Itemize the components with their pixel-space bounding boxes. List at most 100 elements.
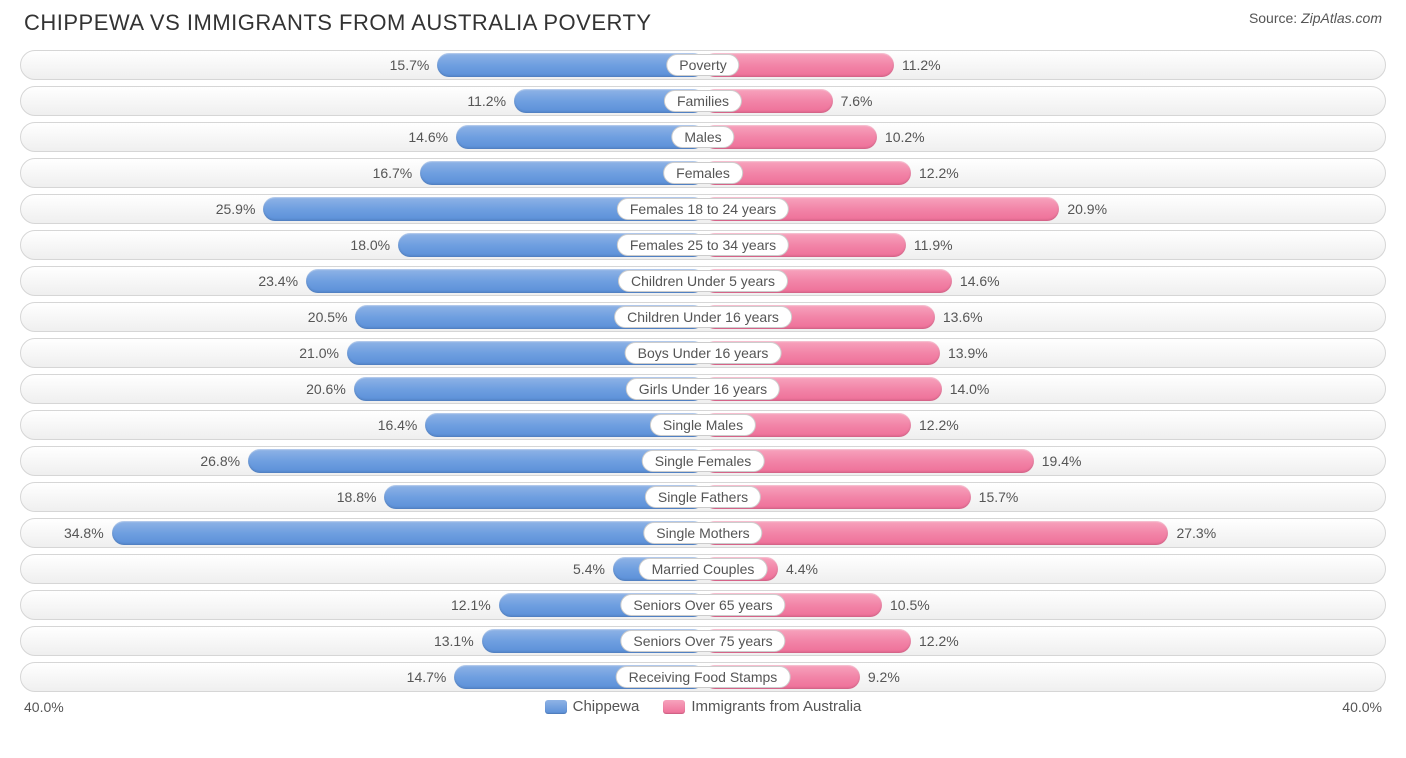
bar-half-left: 5.4%	[23, 557, 705, 581]
category-label: Single Females	[642, 450, 765, 472]
value-label-left: 34.8%	[64, 525, 104, 541]
chart-row: 23.4% 14.6% Children Under 5 years	[20, 266, 1386, 296]
value-label-right: 19.4%	[1042, 453, 1082, 469]
value-label-right: 13.6%	[943, 309, 983, 325]
value-label-left: 16.4%	[378, 417, 418, 433]
bar-half-left: 14.6%	[23, 125, 705, 149]
value-label-right: 20.9%	[1067, 201, 1107, 217]
bar-half-right: 4.4%	[703, 557, 1385, 581]
bar-half-right: 11.9%	[703, 233, 1385, 257]
value-label-left: 18.8%	[337, 489, 377, 505]
category-label: Children Under 16 years	[614, 306, 792, 328]
value-label-right: 7.6%	[841, 93, 873, 109]
value-label-right: 13.9%	[948, 345, 988, 361]
value-label-right: 11.2%	[902, 57, 941, 73]
value-label-left: 25.9%	[216, 201, 256, 217]
chart-title: CHIPPEWA VS IMMIGRANTS FROM AUSTRALIA PO…	[24, 10, 652, 36]
value-label-left: 16.7%	[373, 165, 413, 181]
legend: Chippewa Immigrants from Australia	[545, 698, 862, 715]
chart-row: 26.8% 19.4% Single Females	[20, 446, 1386, 476]
category-label: Receiving Food Stamps	[616, 666, 791, 688]
bar-half-left: 13.1%	[23, 629, 705, 653]
bar-half-left: 14.7%	[23, 665, 705, 689]
chart-row: 34.8% 27.3% Single Mothers	[20, 518, 1386, 548]
category-label: Children Under 5 years	[618, 270, 788, 292]
source-value: ZipAtlas.com	[1301, 10, 1382, 26]
chart-row: 5.4%4.4%Married Couples	[20, 554, 1386, 584]
axis-max-right: 40.0%	[1342, 699, 1382, 715]
bar-half-left: 25.9%	[23, 197, 705, 221]
chart-row: 11.2% 7.6% Families	[20, 86, 1386, 116]
bar-half-left: 16.4%	[23, 413, 705, 437]
chart-row: 21.0%13.9%Boys Under 16 years	[20, 338, 1386, 368]
value-label-right: 12.2%	[919, 633, 959, 649]
bar-half-left: 18.0%	[23, 233, 705, 257]
value-label-right: 11.9%	[914, 237, 953, 253]
value-label-right: 12.2%	[919, 417, 959, 433]
bar-half-left: 20.5%	[23, 305, 705, 329]
bar-half-right: 10.2%	[703, 125, 1385, 149]
chart-row: 20.6% 14.0%Girls Under 16 years	[20, 374, 1386, 404]
bar-half-right: 12.2%	[703, 161, 1385, 185]
value-label-right: 14.6%	[960, 273, 1000, 289]
category-label: Families	[664, 90, 742, 112]
bar-half-right: 10.5%	[703, 593, 1385, 617]
bar-right	[703, 521, 1168, 545]
value-label-right: 12.2%	[919, 165, 959, 181]
bar-half-left: 26.8%	[23, 449, 705, 473]
value-label-right: 27.3%	[1176, 525, 1216, 541]
bar-half-right: 11.2%	[703, 53, 1385, 77]
bar-half-left: 23.4%	[23, 269, 705, 293]
bar-half-left: 15.7%	[23, 53, 705, 77]
value-label-left: 18.0%	[350, 237, 390, 253]
category-label: Single Males	[650, 414, 756, 436]
bar-half-right: 20.9%	[703, 197, 1385, 221]
bar-left	[248, 449, 705, 473]
category-label: Males	[671, 126, 734, 148]
category-label: Boys Under 16 years	[625, 342, 782, 364]
bar-half-right: 12.2%	[703, 629, 1385, 653]
category-label: Single Mothers	[643, 522, 762, 544]
chart-row: 13.1%12.2%Seniors Over 75 years	[20, 626, 1386, 656]
bar-half-right: 7.6%	[703, 89, 1385, 113]
value-label-left: 26.8%	[200, 453, 240, 469]
chart-row: 20.5% 13.6% Children Under 16 years	[20, 302, 1386, 332]
square-icon	[663, 700, 685, 714]
bar-half-right: 14.6%	[703, 269, 1385, 293]
value-label-left: 14.6%	[408, 129, 448, 145]
bar-half-left: 16.7%	[23, 161, 705, 185]
bar-half-right: 15.7%	[703, 485, 1385, 509]
legend-label-left: Chippewa	[573, 698, 640, 715]
value-label-left: 12.1%	[451, 597, 491, 613]
category-label: Single Fathers	[645, 486, 761, 508]
value-label-left: 13.1%	[434, 633, 474, 649]
category-label: Females	[663, 162, 743, 184]
value-label-left: 20.6%	[306, 381, 346, 397]
diverging-bar-chart: 15.7%11.2%Poverty11.2%7.6%Families14.6%1…	[20, 50, 1386, 692]
bar-half-right: 14.0%	[703, 377, 1385, 401]
legend-item-left: Chippewa	[545, 698, 640, 715]
axis-max-left: 40.0%	[24, 699, 64, 715]
chart-row: 16.4% 12.2% Single Males	[20, 410, 1386, 440]
value-label-right: 9.2%	[868, 669, 900, 685]
chart-row: 14.6% 10.2%Males	[20, 122, 1386, 152]
category-label: Poverty	[666, 54, 739, 76]
category-label: Females 25 to 34 years	[617, 234, 789, 256]
source-label: Source:	[1249, 10, 1301, 26]
bar-half-left: 11.2%	[23, 89, 705, 113]
bar-half-right: 13.6%	[703, 305, 1385, 329]
bar-half-right: 13.9%	[703, 341, 1385, 365]
bar-half-left: 20.6%	[23, 377, 705, 401]
chart-row: 18.0% 11.9% Females 25 to 34 years	[20, 230, 1386, 260]
category-label: Girls Under 16 years	[626, 378, 780, 400]
bar-left	[456, 125, 705, 149]
value-label-left: 11.2%	[467, 93, 506, 109]
chart-header: CHIPPEWA VS IMMIGRANTS FROM AUSTRALIA PO…	[20, 10, 1386, 36]
bar-half-left: 12.1%	[23, 593, 705, 617]
bar-half-left: 18.8%	[23, 485, 705, 509]
bar-half-right: 19.4%	[703, 449, 1385, 473]
value-label-left: 20.5%	[308, 309, 348, 325]
chart-row: 16.7% 12.2% Females	[20, 158, 1386, 188]
square-icon	[545, 700, 567, 714]
chart-row: 12.1%10.5%Seniors Over 65 years	[20, 590, 1386, 620]
